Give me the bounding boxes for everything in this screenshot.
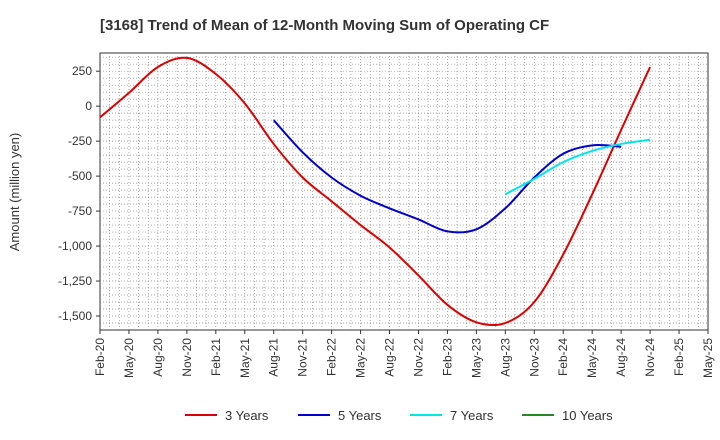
x-tick-label: Aug-21 bbox=[267, 338, 281, 377]
x-tick-label: May-20 bbox=[122, 338, 136, 378]
x-tick-label: May-22 bbox=[354, 338, 368, 378]
x-tick-label: Aug-22 bbox=[383, 338, 397, 377]
x-tick-label: Nov-21 bbox=[296, 338, 310, 377]
y-tick-label: -1,500 bbox=[58, 309, 92, 323]
x-tick-label: Nov-22 bbox=[411, 338, 425, 377]
series-line-7-years bbox=[504, 138, 651, 196]
x-tick-label: May-21 bbox=[238, 338, 252, 378]
x-tick-label: May-24 bbox=[585, 338, 599, 378]
series-line-3-years bbox=[99, 56, 652, 327]
legend-label-7-years: 7 Years bbox=[450, 408, 494, 423]
y-tick-label: -1,000 bbox=[58, 239, 92, 253]
x-tick-label: Nov-20 bbox=[180, 338, 194, 377]
legend-label-3-years: 3 Years bbox=[225, 408, 269, 423]
x-tick-label: May-25 bbox=[701, 338, 715, 378]
y-tick-label: 0 bbox=[85, 99, 92, 113]
x-tick-label: Nov-23 bbox=[527, 338, 541, 377]
y-tick-label: -1,250 bbox=[58, 274, 92, 288]
x-tick-label: May-23 bbox=[469, 338, 483, 378]
y-axis-label: Amount (million yen) bbox=[7, 133, 22, 252]
x-tick-label: Feb-25 bbox=[672, 338, 686, 376]
y-tick-label: -750 bbox=[68, 204, 92, 218]
legend-label-5-years: 5 Years bbox=[338, 408, 382, 423]
x-tick-label: Aug-20 bbox=[151, 338, 165, 377]
chart-title: [3168] Trend of Mean of 12-Month Moving … bbox=[100, 17, 549, 34]
x-tick-label: Aug-24 bbox=[614, 338, 628, 377]
x-tick-label: Aug-23 bbox=[498, 338, 512, 377]
y-tick-label: 250 bbox=[72, 64, 92, 78]
y-tick-label: -500 bbox=[68, 169, 92, 183]
series-line-5-years bbox=[272, 119, 622, 234]
x-tick-label: Feb-21 bbox=[209, 338, 223, 376]
x-tick-label: Feb-23 bbox=[440, 338, 454, 376]
x-tick-label: Feb-20 bbox=[93, 338, 107, 376]
x-tick-label: Feb-24 bbox=[556, 338, 570, 376]
y-tick-label: -250 bbox=[68, 134, 92, 148]
x-tick-label: Feb-22 bbox=[325, 338, 339, 376]
plot-area bbox=[99, 52, 709, 331]
x-tick-label: Nov-24 bbox=[643, 338, 657, 377]
legend-label-10-years: 10 Years bbox=[562, 408, 613, 423]
